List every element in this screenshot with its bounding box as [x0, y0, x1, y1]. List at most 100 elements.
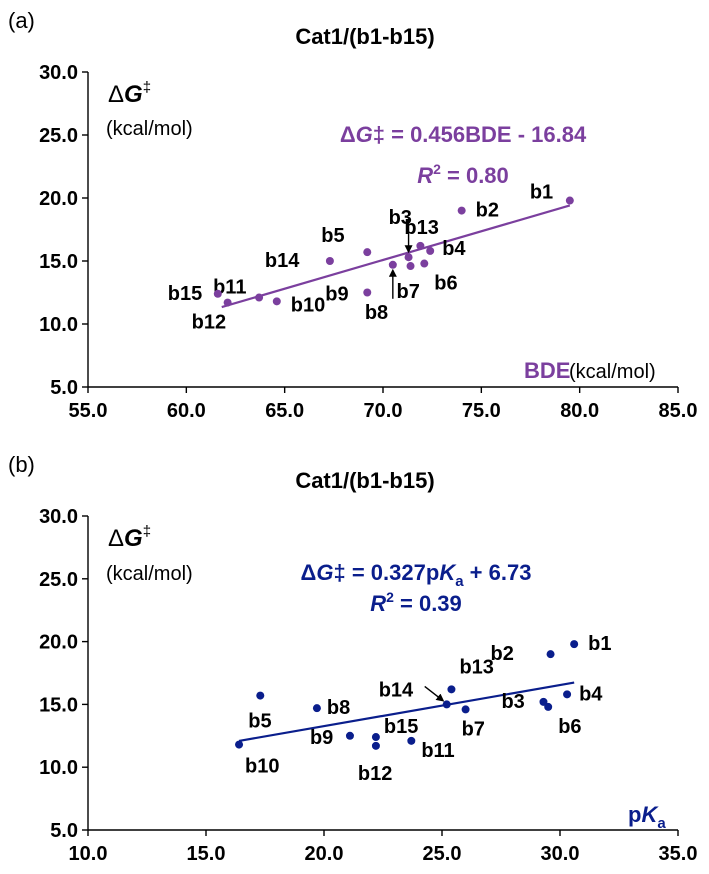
point-label-b14: b14 — [265, 250, 300, 272]
data-point-b13 — [447, 685, 456, 694]
x-tick-label: 15.0 — [187, 843, 226, 865]
y-tick-label: 10.0 — [39, 314, 78, 336]
point-label-b1: b1 — [530, 182, 553, 204]
y-tick-label: 10.0 — [39, 757, 78, 779]
point-label-b8: b8 — [327, 697, 350, 719]
y-tick-label: 5.0 — [50, 377, 78, 399]
data-point-b15 — [213, 289, 222, 298]
data-point-b1 — [565, 196, 574, 205]
data-point-b8 — [388, 260, 397, 269]
data-point-b5 — [363, 248, 372, 257]
chart-title: Cat1/(b1-b15) — [295, 24, 434, 49]
point-label-b13: b13 — [404, 217, 438, 239]
x-tick-label: 75.0 — [462, 400, 501, 422]
point-label-b11: b11 — [421, 740, 454, 762]
pointer-arrow-b14 — [424, 685, 445, 702]
r-squared: R2 = 0.39 — [370, 589, 462, 616]
data-point-b8 — [312, 704, 321, 713]
point-label-b8: b8 — [365, 302, 388, 324]
x-tick-label: 10.0 — [69, 843, 108, 865]
point-label-b3: b3 — [501, 691, 524, 713]
point-label-b6: b6 — [558, 716, 581, 738]
point-label-b15: b15 — [384, 716, 418, 738]
data-point-b1 — [570, 640, 579, 649]
data-point-b2 — [457, 206, 466, 215]
x-tick-label: 65.0 — [265, 400, 304, 422]
x-tick-label: 55.0 — [69, 400, 108, 422]
y-tick-label: 30.0 — [39, 506, 78, 528]
point-label-b2: b2 — [491, 643, 514, 665]
x-tick-label: 20.0 — [305, 843, 344, 865]
point-label-b10: b10 — [291, 294, 325, 316]
trend-line — [221, 204, 571, 309]
x-tick-label: 35.0 — [659, 843, 698, 865]
point-label-b4: b4 — [579, 683, 603, 705]
point-label-b14: b14 — [379, 679, 414, 701]
point-label-b1: b1 — [588, 633, 611, 655]
regression-equation: ΔG‡ = 0.327pKa + 6.73 — [301, 560, 532, 590]
data-point-b15 — [371, 733, 380, 742]
y-tick-label: 15.0 — [39, 251, 78, 273]
point-label-b10: b10 — [245, 756, 279, 778]
r-squared: R2 = 0.80 — [417, 161, 509, 188]
scatter-chart-a: (a) Cat1/(b1-b15) 5.0 10.0 15.0 20.0 25.0 30.0 5… — [8, 8, 697, 422]
data-point-b12 — [371, 741, 380, 750]
point-label-b15: b15 — [168, 283, 202, 305]
x-tick-label: 80.0 — [560, 400, 599, 422]
y-tick-label: 20.0 — [39, 188, 78, 210]
x-tick-label: 25.0 — [423, 843, 462, 865]
data-point-b11 — [407, 736, 416, 745]
scatter-chart-b: (b)Cat1/(b1-b15)5.010.015.020.025.030.01… — [8, 452, 697, 865]
data-point-b14 — [442, 700, 451, 709]
point-label-b7: b7 — [397, 281, 420, 303]
data-point-b9 — [345, 731, 354, 740]
data-point-b2 — [546, 650, 555, 659]
y-tick-label: 30.0 — [39, 62, 78, 84]
point-label-b6: b6 — [434, 273, 457, 295]
panel-letter: (b) — [8, 452, 35, 477]
y-tick-label: 25.0 — [39, 569, 78, 591]
point-label-b3: b3 — [389, 207, 412, 229]
point-label-b12: b12 — [192, 312, 226, 334]
data-point-b7 — [406, 262, 415, 271]
data-point-b11 — [255, 293, 264, 302]
x-tick-label: 30.0 — [541, 843, 580, 865]
data-point-b3 — [404, 253, 413, 262]
point-label-b5: b5 — [321, 225, 344, 247]
data-point-b7 — [461, 705, 470, 714]
point-label-b13: b13 — [459, 656, 493, 678]
y-axis-label: ΔG‡ — [108, 79, 151, 108]
y-axis-unit: (kcal/mol) — [106, 563, 193, 585]
panel-letter: (a) — [8, 8, 35, 33]
x-axis-label: BDE — [524, 358, 570, 383]
x-axis-label: pKa — [628, 802, 666, 832]
point-label-b5: b5 — [248, 711, 271, 733]
y-tick-label: 5.0 — [50, 820, 78, 842]
y-tick-label: 20.0 — [39, 632, 78, 654]
y-axis-label: ΔG‡ — [108, 523, 151, 552]
data-point-b9 — [363, 288, 372, 297]
x-axis-unit: (kcal/mol) — [569, 361, 656, 383]
point-label-b4: b4 — [442, 238, 466, 260]
chart-title: Cat1/(b1-b15) — [295, 468, 434, 493]
point-label-b12: b12 — [358, 763, 392, 785]
point-label-b7: b7 — [462, 718, 485, 740]
point-label-b9: b9 — [310, 727, 333, 749]
y-tick-label: 25.0 — [39, 125, 78, 147]
y-axis-unit: (kcal/mol) — [106, 118, 193, 140]
data-point-b14 — [325, 257, 334, 265]
x-tick-label: 70.0 — [364, 400, 403, 422]
x-tick-label: 60.0 — [167, 400, 206, 422]
data-point-b12 — [223, 298, 232, 307]
y-tick-label: 15.0 — [39, 694, 78, 716]
x-tick-label: 85.0 — [659, 400, 698, 422]
data-point-b4 — [563, 690, 572, 699]
point-label-b2: b2 — [476, 200, 499, 222]
data-point-b4 — [426, 246, 435, 255]
data-point-b5 — [256, 691, 265, 700]
data-point-b6 — [420, 259, 429, 268]
data-point-b6 — [544, 702, 553, 711]
data-point-b10 — [235, 740, 244, 749]
point-label-b9: b9 — [325, 284, 348, 306]
regression-equation: ΔG‡ = 0.456BDE - 16.84 — [340, 122, 587, 147]
